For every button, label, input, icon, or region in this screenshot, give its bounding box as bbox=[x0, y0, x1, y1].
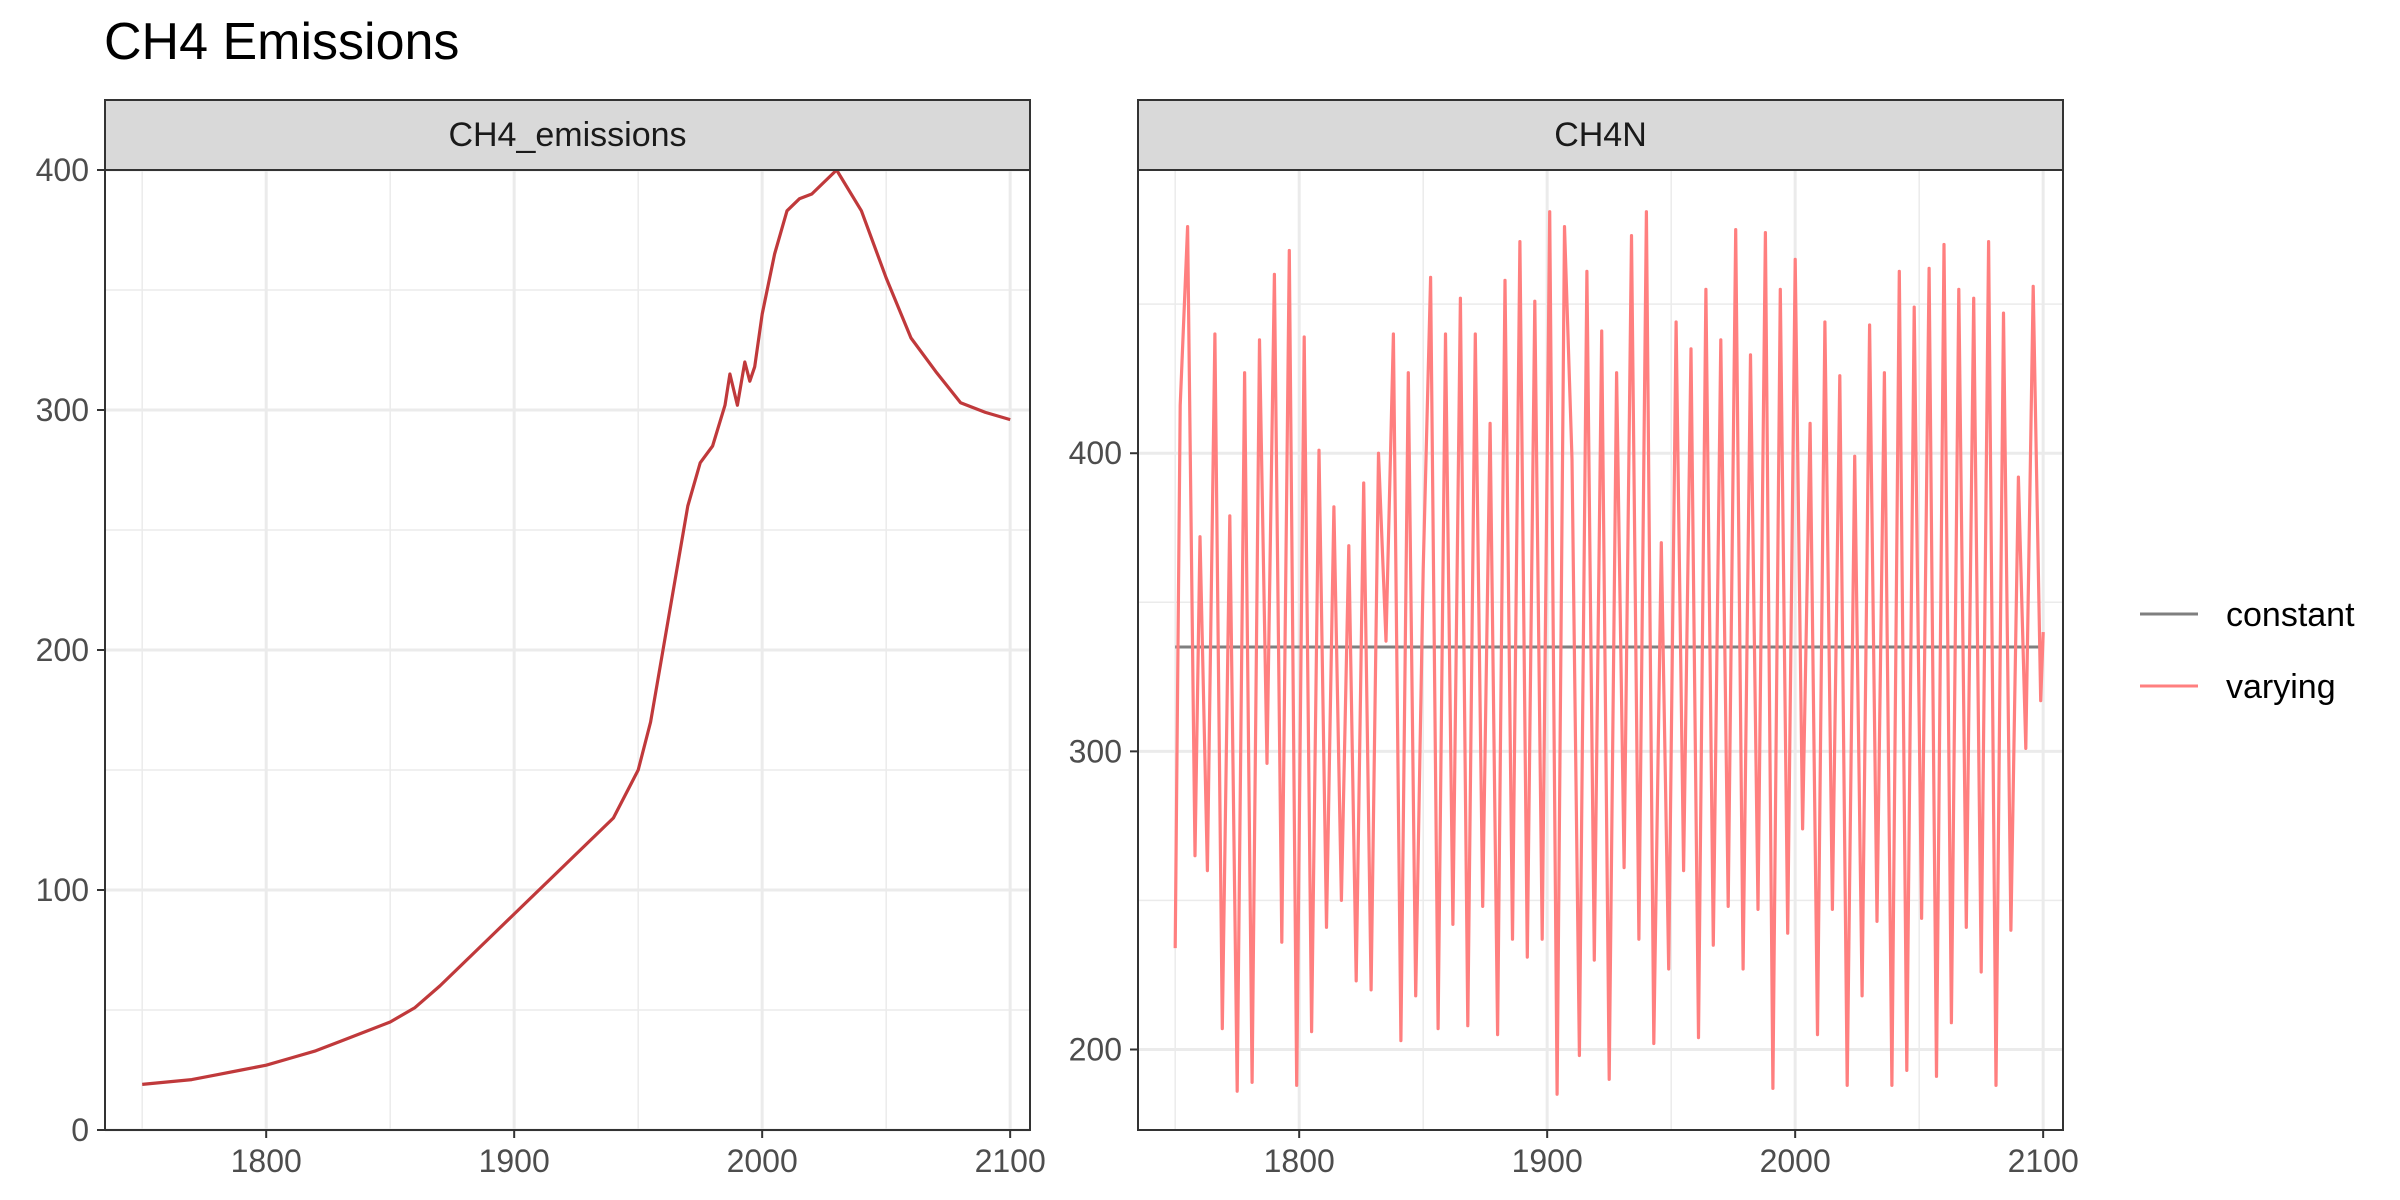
x-tick-label: 1800 bbox=[231, 1143, 302, 1179]
series-line bbox=[142, 168, 1011, 1086]
legend: constant varying bbox=[2140, 596, 2355, 706]
x-tick-label: 2000 bbox=[727, 1143, 798, 1179]
y-tick-label: 400 bbox=[36, 152, 89, 188]
x-tick-label: 1900 bbox=[479, 1143, 550, 1179]
facet-strip bbox=[104, 99, 1031, 171]
x-tick-label: 2000 bbox=[1760, 1143, 1831, 1179]
y-tick-label: 200 bbox=[1069, 1032, 1122, 1068]
plot-lines bbox=[142, 168, 1011, 1086]
y-tick-label: 0 bbox=[71, 1112, 89, 1148]
chart-title: CH4 Emissions bbox=[104, 13, 460, 71]
panel-ch4n: CH4N 1800 1900 2000 2100 200 300 400 bbox=[1069, 99, 2079, 1179]
x-axis-ticks: 1800 1900 2000 2100 bbox=[231, 1130, 1046, 1179]
y-axis-ticks: 200 300 400 bbox=[1069, 435, 1138, 1068]
y-axis-ticks: 0 100 200 300 400 bbox=[36, 152, 105, 1148]
y-tick-label: 200 bbox=[36, 632, 89, 668]
x-tick-label: 2100 bbox=[2008, 1143, 2079, 1179]
series-line-varying bbox=[1173, 210, 2045, 1096]
facet-strip-label: CH4N bbox=[1554, 116, 1647, 154]
y-tick-label: 300 bbox=[36, 392, 89, 428]
legend-label-constant: constant bbox=[2226, 596, 2355, 634]
facet-strip-label: CH4_emissions bbox=[448, 116, 686, 154]
plot-lines bbox=[1173, 210, 2045, 1096]
x-axis-ticks: 1800 1900 2000 2100 bbox=[1264, 1130, 2079, 1179]
y-tick-label: 400 bbox=[1069, 435, 1122, 471]
x-tick-label: 2100 bbox=[975, 1143, 1046, 1179]
y-tick-label: 300 bbox=[1069, 733, 1122, 769]
facet-strip bbox=[1137, 99, 2064, 171]
x-tick-label: 1800 bbox=[1264, 1143, 1335, 1179]
x-tick-label: 1900 bbox=[1512, 1143, 1583, 1179]
legend-label-varying: varying bbox=[2226, 668, 2336, 706]
y-tick-label: 100 bbox=[36, 872, 89, 908]
panel-ch4-emissions: CH4_emissions 1800 1900 2000 2100 0 100 200 30… bbox=[36, 99, 1046, 1179]
